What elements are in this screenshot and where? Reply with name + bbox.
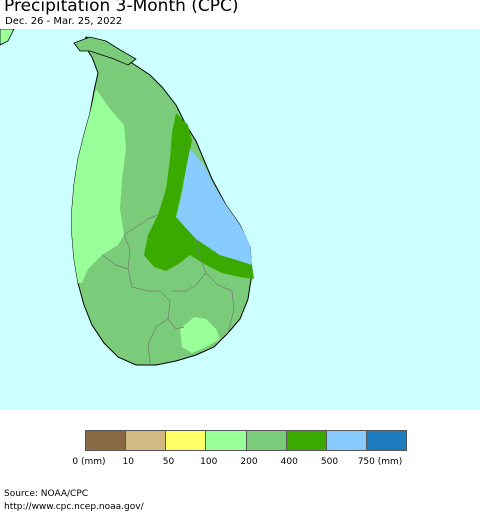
source-credit: Source: NOAA/CPC http://www.cpc.ncep.noa… xyxy=(4,488,144,514)
legend-label-7: 750 (mm) xyxy=(357,457,403,467)
north-central-zone xyxy=(144,113,254,279)
legend-swatch-7 xyxy=(366,431,406,450)
east-coast-zone xyxy=(176,149,252,265)
province-boundaries xyxy=(101,214,235,364)
legend-swatch-1 xyxy=(126,431,167,450)
precipitation-map xyxy=(0,29,480,410)
legend-label-2: 50 xyxy=(162,457,175,467)
legend-label-6: 500 xyxy=(320,457,339,467)
precipitation-legend xyxy=(85,430,407,451)
map-title: Precipitation 3-Month (CPC) xyxy=(4,0,239,16)
legend-label-0: 0 (mm) xyxy=(72,457,106,467)
date-range: Dec. 26 - Mar. 25, 2022 xyxy=(5,16,123,27)
legend-label-4: 200 xyxy=(240,457,258,467)
legend-swatch-0 xyxy=(86,431,127,450)
legend-labels: 0 (mm) 10 50 100 200 400 500 750 (mm) xyxy=(0,457,480,471)
legend-swatch-6 xyxy=(326,431,367,450)
source-url: http://www.cpc.ncep.noaa.gov/ xyxy=(4,502,144,512)
west-coast-zone xyxy=(72,89,126,283)
legend-swatch-4 xyxy=(246,431,287,450)
source-text: Source: NOAA/CPC xyxy=(4,489,89,499)
legend-label-3: 100 xyxy=(200,457,218,467)
legend-swatch-2 xyxy=(166,431,207,450)
legend-swatch-5 xyxy=(286,431,327,450)
south-coast-zone xyxy=(180,317,220,353)
india-tip xyxy=(0,29,15,46)
legend-label-5: 400 xyxy=(280,457,298,467)
jaffna-peninsula xyxy=(73,36,137,66)
legend-label-1: 10 xyxy=(122,457,134,467)
legend-swatch-3 xyxy=(206,431,247,450)
